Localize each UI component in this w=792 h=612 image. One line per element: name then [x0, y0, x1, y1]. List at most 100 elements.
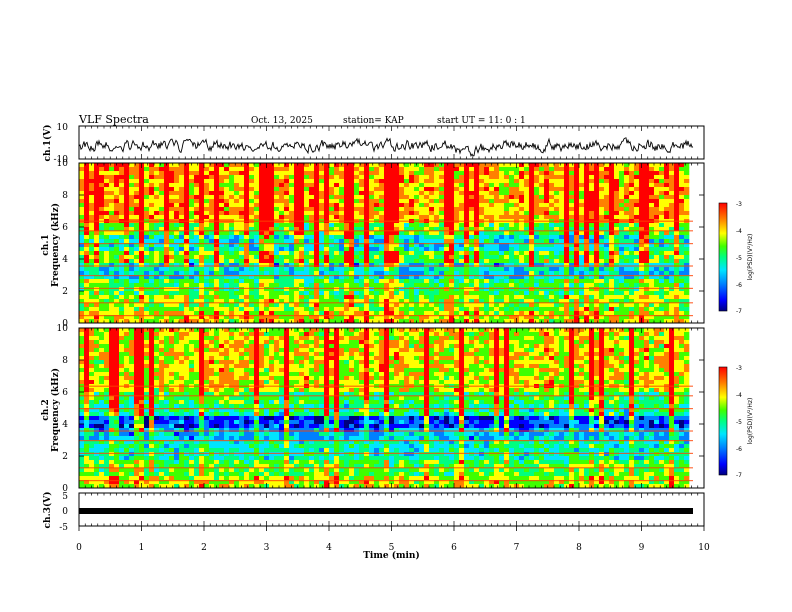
ch1-spectrogram-cell: [374, 179, 380, 184]
ch1-spectrogram-cell: [424, 227, 430, 232]
ch1-spectrogram-cell: [569, 243, 575, 248]
ch1-spectrogram-cell: [584, 259, 590, 264]
ch1-spectrogram-cell: [79, 211, 85, 216]
ch1-spectrogram-cell: [279, 251, 285, 256]
ch1-spectrogram-cell: [414, 231, 420, 236]
ch1-spectrogram-cell: [634, 203, 640, 208]
ch1-spectrogram-cell: [319, 251, 325, 256]
ch1-spectrogram-cell: [634, 163, 640, 168]
ch1-spectrogram-cell: [389, 223, 395, 228]
ch1-spectrogram-cell: [164, 199, 170, 204]
ch1-spectrogram-cell: [234, 315, 240, 320]
ch1-spectrogram-cell: [429, 207, 435, 212]
ch1-spectrogram-cell: [374, 283, 380, 288]
ch1-spectrogram-cell: [364, 227, 370, 232]
ch1-spectrogram-cell: [664, 199, 670, 204]
ch1-spectrogram-cell: [284, 275, 290, 280]
header-start-time: start UT = 11: 0 : 1: [437, 116, 526, 126]
ch1-spectrogram-cell: [164, 311, 170, 316]
ch1-spectrogram-cell: [414, 267, 420, 272]
ch1-spectrogram-cell: [399, 291, 405, 296]
ch1-spectrogram-cell: [269, 243, 275, 248]
ch1-spectrogram-cell: [269, 283, 275, 288]
ch1-spectrogram-cell: [344, 211, 350, 216]
ch1-spectrogram-cell: [639, 303, 645, 308]
ch1-spectrogram-cell: [309, 207, 315, 212]
ch1-spectrogram-cell: [299, 187, 305, 192]
ch1-spectrogram-cell: [264, 175, 270, 180]
ch1-spectrogram-cell: [214, 311, 220, 316]
ch1-spectrogram-cell: [424, 299, 430, 304]
ch1-spectrogram-cell: [329, 195, 335, 200]
ch1-spectrogram-cell: [204, 235, 210, 240]
ch1-spectrogram-cell: [609, 231, 615, 236]
ch1-spectrogram-cell: [99, 271, 105, 276]
ch1-spectrogram-cell: [104, 171, 110, 176]
ch1-spectrogram-cell: [379, 207, 385, 212]
ch1-spectrogram-cell: [494, 295, 500, 300]
ch1-spectrogram-cell: [464, 315, 470, 320]
ch1-spectrogram-cell: [594, 287, 600, 292]
ch1-spectrogram-cell: [349, 179, 355, 184]
ch1-spectrogram-cell: [114, 295, 120, 300]
ch1-spectrogram-cell: [409, 283, 415, 288]
ch1-spectrogram-cell: [314, 167, 320, 172]
ch1-spectrogram-cell: [529, 303, 535, 308]
ch1-spectrogram-cell: [549, 307, 555, 312]
ch1-spectrogram-cell: [449, 163, 455, 168]
ch1-spectrogram-cell: [634, 263, 640, 268]
ch1-spectrogram-cell: [674, 203, 680, 208]
ch1-spectrogram-cell: [114, 223, 120, 228]
ch1-spectrogram-cell: [489, 275, 495, 280]
ch1-spectrogram-cell: [119, 239, 125, 244]
ch1-spectrogram-cell: [204, 255, 210, 260]
ch1-spectrogram-cell: [189, 207, 195, 212]
ch1-spectrogram-cell: [444, 283, 450, 288]
ch1-spectrogram-cell: [149, 187, 155, 192]
ch1-spectrogram-cell: [499, 227, 505, 232]
ch1-spectrogram-cell: [324, 247, 330, 252]
ch1-spectrogram-cell: [399, 283, 405, 288]
ch1-spectrogram-cell: [184, 307, 190, 312]
ch1-spectrogram-cell: [149, 259, 155, 264]
ch1-spectrogram-cell: [104, 267, 110, 272]
ch1-spectrogram-cell: [404, 315, 410, 320]
ch1-spectrogram-cell: [494, 263, 500, 268]
ch1-spectrogram-cell: [124, 279, 130, 284]
ch2-spectrogram-cell: [434, 328, 440, 333]
ch1-spectrogram-cell: [289, 203, 295, 208]
ch1-spectrogram-cell: [159, 215, 165, 220]
ch1-spectrogram-cell: [444, 319, 450, 324]
ch1-spectrogram-cell: [654, 187, 660, 192]
ch1-spectrogram-cell: [334, 307, 340, 312]
ch1-spectrogram-cell: [634, 291, 640, 296]
ch1-spectrogram-cell: [614, 195, 620, 200]
ch1-spectrogram-cell: [654, 167, 660, 172]
ch1-spectrogram-cell: [569, 195, 575, 200]
ch1-spectrogram-cell: [644, 163, 650, 168]
ch1-spectrogram-cell: [409, 179, 415, 184]
ch1-spectrogram-cell: [504, 183, 510, 188]
ch1-spectrogram-cell: [549, 231, 555, 236]
ch1-spectrogram-cell: [599, 299, 605, 304]
ch1-spectrogram-cell: [464, 195, 470, 200]
ch1-spectrogram-cell: [534, 243, 540, 248]
ch1-spectrogram-cell: [289, 183, 295, 188]
ch1-spectrogram-cell: [414, 207, 420, 212]
ch1-spectrogram-cell: [214, 207, 220, 212]
ch1-spectrogram-cell: [389, 259, 395, 264]
ch1-spectrogram-cell: [184, 239, 190, 244]
ch1-spectrogram-cell: [339, 259, 345, 264]
ch1-spectrogram-cell: [584, 175, 590, 180]
ch1-spectrogram-cell: [404, 171, 410, 176]
ch1-spectrogram-cell: [604, 187, 610, 192]
ch1-spectrogram-cell: [234, 291, 240, 296]
ch1-spectrogram-cell: [584, 215, 590, 220]
ch1-spectrogram-cell: [459, 183, 465, 188]
ch1-spectrogram-cell: [474, 167, 480, 172]
ch1-spectrogram-cell: [194, 203, 200, 208]
ch1-spectrogram-cell: [474, 307, 480, 312]
ch1-spectrogram-cell: [569, 267, 575, 272]
ch1-spectrogram-cell: [94, 263, 100, 268]
ch1-spectrogram-cell: [369, 319, 375, 324]
